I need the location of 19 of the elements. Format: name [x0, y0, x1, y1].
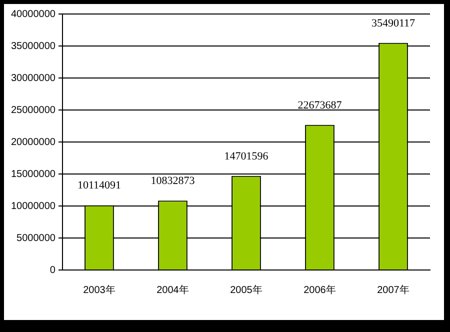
x-tick-label: 2004年	[156, 284, 189, 296]
x-tick-label: 2007年	[377, 284, 410, 296]
data-label: 22673687	[298, 99, 342, 112]
data-label: 10114091	[77, 180, 122, 192]
data-label: 10832873	[150, 175, 196, 188]
y-tick-label: 5000000	[16, 232, 56, 244]
x-tick-label: 2005年	[230, 284, 262, 296]
y-tick-label: 10000000	[10, 200, 56, 212]
y-tick-label: 35000000	[10, 40, 56, 52]
y-tick-label: 15000000	[10, 168, 56, 180]
y-tick-label: 30000000	[10, 72, 56, 84]
y-tick-label: 25000000	[10, 104, 56, 116]
data-label: 14701596	[224, 150, 269, 162]
x-tick-label: 2006年	[304, 284, 336, 296]
y-tick-label: 20000000	[10, 136, 56, 148]
x-tick-label: 2003年	[83, 284, 116, 296]
data-label: 35490117	[371, 17, 416, 30]
y-tick-label: 0	[50, 264, 56, 276]
y-tick-label: 40000000	[10, 8, 56, 20]
